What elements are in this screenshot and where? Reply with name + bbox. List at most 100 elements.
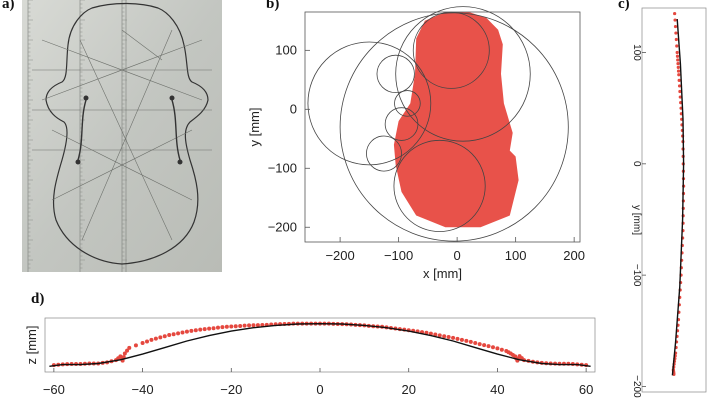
d-point <box>140 341 145 346</box>
d-xtick: −60 <box>43 382 65 397</box>
violin-shape <box>393 12 519 228</box>
b-xtick: −200 <box>325 248 354 263</box>
b-xtick: −100 <box>384 248 413 263</box>
c-point <box>678 95 682 99</box>
d-point <box>207 326 212 331</box>
panel-label-b: b) <box>266 0 280 12</box>
b-ytick: 0 <box>290 101 297 116</box>
c-point <box>678 89 682 94</box>
d-point <box>202 327 207 332</box>
d-point <box>122 351 127 356</box>
c-point <box>675 50 679 55</box>
d-point <box>193 328 198 333</box>
c-point <box>673 24 678 29</box>
d-point <box>499 347 504 352</box>
fit-circle-0 <box>339 12 569 242</box>
c-point <box>676 62 680 66</box>
fit-circle-5 <box>394 90 421 117</box>
d-point <box>184 329 189 334</box>
c-fit-line <box>671 19 685 376</box>
c-point <box>677 78 681 82</box>
d-xtick: −40 <box>132 382 154 397</box>
violin-template-photo <box>22 0 222 272</box>
d-point <box>125 348 130 353</box>
d-point <box>189 328 194 333</box>
d-point <box>473 341 478 346</box>
fit-circle-1 <box>307 41 432 166</box>
chart-b: −200 −100 0 100 200 100 0 −100 −200 x [mm] y [mm] <box>247 6 585 281</box>
c-ytick: −100 <box>631 264 642 287</box>
d-point <box>451 335 456 340</box>
d-point <box>229 324 234 329</box>
c-point <box>673 18 677 22</box>
c-point <box>676 69 681 73</box>
d-point <box>255 323 260 328</box>
d-point <box>495 346 500 351</box>
b-ytick: −200 <box>268 219 297 234</box>
d-point <box>238 323 243 328</box>
d-point <box>180 330 185 335</box>
b-xlabel: x [mm] <box>423 266 462 281</box>
c-ytick: 0 <box>631 161 642 167</box>
d-point <box>162 334 167 339</box>
d-xtick: 20 <box>401 382 415 397</box>
d-point <box>459 337 464 342</box>
fit-circle-2 <box>395 6 531 142</box>
d-point <box>455 336 460 341</box>
d-point <box>167 333 172 338</box>
d-point <box>242 323 247 328</box>
b-xtick: 0 <box>454 248 461 263</box>
chart-c: 100 0 −100 −200 y [mm] <box>631 7 707 398</box>
panel-label-d: d) <box>31 291 45 307</box>
c-point <box>675 44 679 48</box>
d-point <box>486 344 491 349</box>
d-xtick: 0 <box>316 382 323 397</box>
d-point <box>468 339 473 344</box>
c-point <box>676 58 680 62</box>
plot-frame-d <box>44 317 596 373</box>
b-xtick: 100 <box>505 248 527 263</box>
d-ylabel: z [mm] <box>24 326 39 365</box>
d-point <box>251 323 256 328</box>
c-point <box>674 37 678 42</box>
c-point <box>677 73 681 77</box>
b-ylabel: y [mm] <box>247 108 262 147</box>
fit-circle-8 <box>393 139 486 233</box>
d-point <box>433 332 438 337</box>
b-ytick: 100 <box>275 42 297 57</box>
c-point <box>673 11 677 16</box>
d-point <box>490 345 495 350</box>
d-point <box>446 335 451 340</box>
c-point <box>677 84 682 88</box>
d-xtick: 60 <box>579 382 593 397</box>
d-point <box>133 343 138 348</box>
plot-frame-b <box>304 11 581 243</box>
fit-circle-6 <box>384 107 419 141</box>
d-point <box>233 324 238 329</box>
panel-label-a: a) <box>2 0 15 12</box>
d-point <box>428 331 433 336</box>
d-point <box>477 342 482 347</box>
d-point <box>247 323 252 328</box>
d-xtick: 40 <box>490 382 504 397</box>
d-point <box>437 333 442 338</box>
d-point <box>127 345 132 350</box>
fit-circle-7 <box>366 135 402 172</box>
d-point <box>145 339 150 344</box>
d-point <box>260 322 265 327</box>
c-point <box>674 31 678 35</box>
d-point <box>153 336 158 341</box>
b-ytick: −100 <box>268 160 297 175</box>
d-point <box>149 337 154 342</box>
panel-label-c: c) <box>618 0 630 12</box>
c-ytick: 100 <box>631 44 642 61</box>
d-point <box>464 338 469 343</box>
d-point <box>198 327 203 332</box>
d-point <box>215 325 220 330</box>
d-point <box>171 332 176 337</box>
c-point <box>679 101 683 105</box>
d-point <box>442 334 447 339</box>
d-point <box>482 343 487 348</box>
c-ytick: −200 <box>631 375 642 398</box>
d-point <box>224 324 229 329</box>
